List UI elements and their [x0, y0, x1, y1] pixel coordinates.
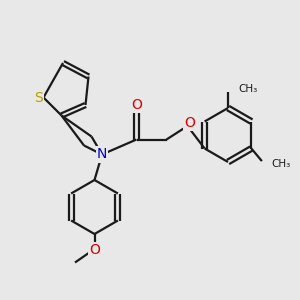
Text: N: N	[97, 148, 107, 161]
Text: O: O	[89, 244, 100, 257]
Text: CH₃: CH₃	[238, 84, 258, 94]
Text: S: S	[34, 91, 43, 104]
Text: O: O	[184, 116, 195, 130]
Text: CH₃: CH₃	[271, 159, 290, 169]
Text: O: O	[131, 98, 142, 112]
